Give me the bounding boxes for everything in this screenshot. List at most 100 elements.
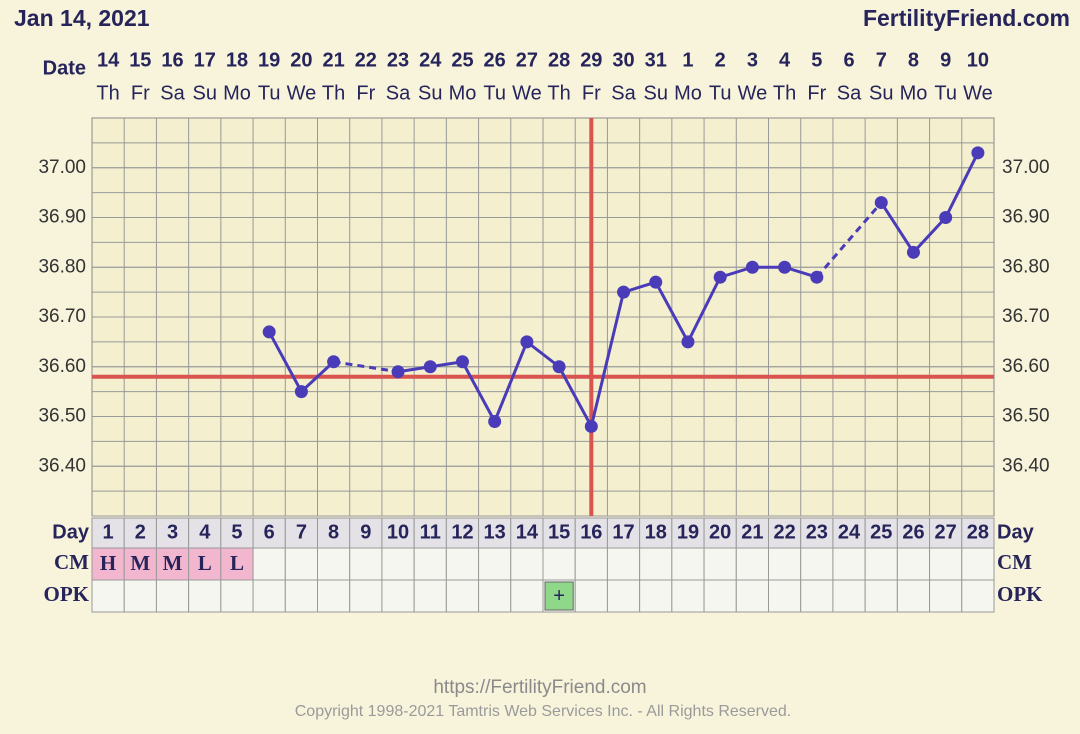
- day-cell: [510, 517, 544, 549]
- temperature-point: [488, 414, 502, 428]
- opk-cell: [123, 579, 157, 613]
- temperature-point: [584, 419, 598, 433]
- weekday-label: We: [738, 82, 768, 104]
- weekday-label: Tu: [934, 82, 957, 104]
- url[interactable]: https://FertilityFriend.com: [433, 677, 646, 698]
- day-label: 10: [387, 521, 409, 543]
- date-label: 5: [811, 49, 822, 71]
- cm-row-label: CM: [997, 550, 1032, 574]
- cm-cell: [349, 547, 383, 581]
- weekday-label: Fr: [807, 82, 826, 104]
- opk-cell: [703, 579, 737, 613]
- weekday-label: Th: [96, 82, 119, 104]
- cm-value: L: [230, 551, 244, 575]
- weekday-label: Sa: [611, 82, 636, 104]
- cm-cell: [91, 547, 125, 581]
- opk-cell: [671, 579, 705, 613]
- weekday-label: Su: [193, 82, 217, 104]
- day-label: 14: [516, 521, 539, 543]
- y-tick-label: 36.80: [38, 256, 86, 277]
- weekday-label: Mo: [223, 82, 251, 104]
- cm-cell: [703, 547, 737, 581]
- date-label: 19: [258, 49, 280, 71]
- opk-cell: [768, 579, 802, 613]
- day-label: 16: [580, 521, 602, 543]
- cm-cell: [252, 547, 286, 581]
- date-label: 28: [548, 49, 570, 71]
- temperature-point: [520, 335, 534, 349]
- opk-cell: [606, 579, 641, 613]
- weekday-label: Fr: [356, 82, 375, 104]
- opk-cell: [478, 579, 512, 613]
- opk-cell: [445, 579, 480, 613]
- day-label: 13: [484, 521, 506, 543]
- day-cell: [155, 517, 190, 549]
- opk-cell: [961, 579, 995, 613]
- cm-cell: [639, 547, 673, 581]
- opk-cell: [381, 579, 415, 613]
- y-tick-label: 37.00: [38, 157, 86, 178]
- temperature-point: [810, 270, 824, 284]
- y-tick-label: 36.60: [38, 356, 86, 377]
- temperature-point: [971, 146, 985, 160]
- day-label: 19: [677, 521, 699, 543]
- weekday-label: Fr: [582, 82, 601, 104]
- day-cell: [606, 517, 641, 549]
- date-label: 22: [355, 49, 377, 71]
- date-label: 1: [682, 49, 693, 71]
- temperature-point: [939, 211, 953, 224]
- weekday-label: Tu: [258, 82, 281, 104]
- cm-cell: [574, 547, 608, 581]
- cm-cell: [381, 547, 415, 581]
- weekday-label: We: [287, 82, 317, 104]
- cm-value: L: [198, 551, 212, 575]
- opk-cell: [639, 579, 673, 613]
- cm-cell: [929, 547, 963, 581]
- cm-cell: [768, 547, 802, 581]
- day-row-label: Day: [997, 521, 1035, 543]
- day-label: 2: [135, 521, 146, 543]
- date-label: 21: [322, 49, 344, 71]
- y2-tick-label: 36.50: [1002, 406, 1050, 427]
- opk-cell: [220, 579, 254, 613]
- y2-tick-label: 36.80: [1002, 256, 1050, 277]
- date-label: 4: [779, 49, 791, 71]
- day-label: 23: [806, 521, 828, 543]
- temperature-line: [879, 152, 980, 255]
- opk-cell: [284, 579, 318, 613]
- date-label: 7: [876, 49, 887, 71]
- date-label: 6: [843, 49, 854, 71]
- cm-value: H: [100, 551, 116, 575]
- copyright: Copyright 1998-2021 Tamtris Web Services…: [295, 703, 792, 720]
- y2-tick-label: 36.60: [1002, 356, 1050, 377]
- cm-value: M: [130, 551, 150, 575]
- opk-cell: [188, 579, 222, 613]
- weekday-label: Mo: [674, 82, 702, 104]
- day-label: 12: [451, 521, 473, 543]
- date-label: 14: [97, 49, 120, 71]
- cm-cell: [542, 547, 576, 581]
- cm-value: M: [163, 551, 183, 575]
- opk-cell: [91, 579, 125, 613]
- y-tick-label: 36.50: [38, 406, 86, 427]
- day-label: 27: [935, 521, 957, 543]
- y2-tick-label: 36.90: [1002, 207, 1050, 228]
- date-label: 2: [715, 49, 726, 71]
- weekday-label: We: [512, 82, 542, 104]
- day-cell: [961, 517, 995, 549]
- date-label: 24: [419, 49, 442, 71]
- date-label: Date: [43, 57, 86, 79]
- date-label: 3: [747, 49, 758, 71]
- cm-cell: [961, 547, 995, 581]
- day-label: 26: [902, 521, 924, 543]
- cm-cell: [896, 547, 931, 581]
- temperature-point: [713, 270, 727, 284]
- date-label: 25: [451, 49, 473, 71]
- day-label: 25: [870, 521, 892, 543]
- cm-cell: [606, 547, 641, 581]
- opk-cell: [832, 579, 866, 613]
- weekday-label: Mo: [900, 82, 928, 104]
- day-label: 21: [741, 521, 763, 543]
- opk-row-label: OPK: [997, 582, 1043, 606]
- y2-tick-label: 36.70: [1002, 306, 1050, 327]
